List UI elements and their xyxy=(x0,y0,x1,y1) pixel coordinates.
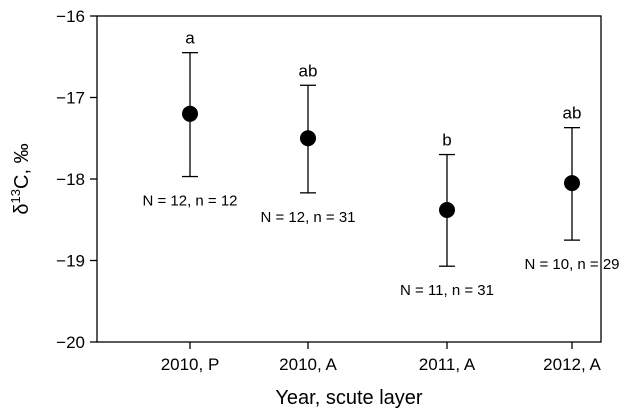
data-point-group: ab N = 12, n = 31 xyxy=(260,61,355,226)
x-tick-label: 2010, P xyxy=(161,355,220,374)
y-axis-title: δ13C, ‰ xyxy=(8,143,33,214)
data-point xyxy=(564,175,580,192)
y-tick-label: −16 xyxy=(56,7,85,26)
y-axis-title-prefix: δ xyxy=(11,203,33,214)
data-points: a N = 12, n = 12 ab N = 12, n = 31 b N = 11, … xyxy=(142,29,619,300)
significance-letter: b xyxy=(442,131,451,150)
y-tick-label: −19 xyxy=(56,252,85,271)
x-tick-label: 2011, A xyxy=(419,355,476,374)
sample-size-label: N = 12, n = 31 xyxy=(260,209,355,226)
y-tick-label: −18 xyxy=(56,170,85,189)
data-point xyxy=(182,105,198,122)
data-point-group: ab N = 10, n = 29 xyxy=(524,104,619,273)
data-point xyxy=(439,201,455,218)
significance-letter: a xyxy=(185,29,195,48)
y-tick-label: −20 xyxy=(56,333,85,352)
significance-letter: ab xyxy=(563,104,582,123)
sample-size-label: N = 11, n = 31 xyxy=(400,282,494,299)
data-point-group: a N = 12, n = 12 xyxy=(142,29,237,210)
y-tick-label: −17 xyxy=(56,89,85,108)
y-axis-title-suffix: C, ‰ xyxy=(11,143,33,189)
x-axis-title: Year, scute layer xyxy=(275,387,422,409)
sample-size-label: N = 10, n = 29 xyxy=(524,256,619,273)
data-point-group: b N = 11, n = 31 xyxy=(400,131,494,300)
plot-frame xyxy=(96,15,602,343)
significance-letter: ab xyxy=(299,61,318,80)
y-axis: −20 −19 −18 −17 −16 xyxy=(56,7,97,352)
x-tick-label: 2010, A xyxy=(279,355,337,374)
data-point xyxy=(300,130,316,147)
x-tick-label: 2012, A xyxy=(543,355,601,374)
sample-size-label: N = 12, n = 12 xyxy=(142,193,237,210)
x-axis: 2010, P 2010, A 2011, A 2012, A xyxy=(161,342,601,374)
y-axis-title-sup: 13 xyxy=(8,189,23,203)
